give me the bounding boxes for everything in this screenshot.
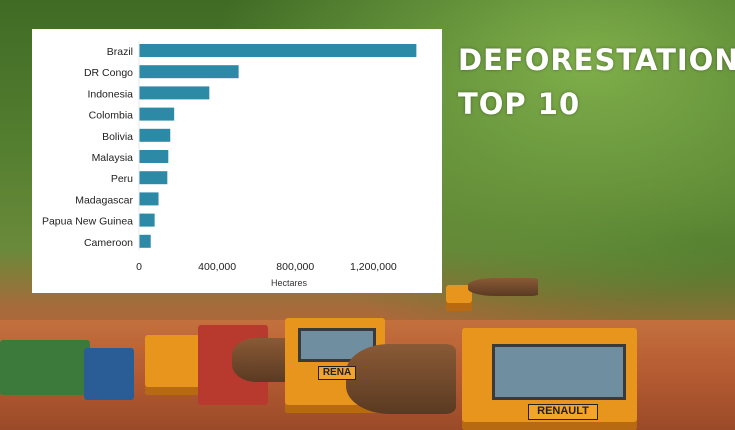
logging-truck-distant bbox=[446, 285, 472, 311]
category-label: Bolivia bbox=[102, 131, 133, 143]
truck-brand-plate-side: RENA bbox=[318, 366, 356, 380]
category-label: Peru bbox=[111, 173, 133, 185]
bar-madagascar bbox=[139, 192, 159, 206]
category-label: Colombia bbox=[89, 110, 134, 122]
category-label: Indonesia bbox=[87, 88, 133, 100]
x-tick-label: 400,000 bbox=[198, 261, 236, 273]
bar-malaysia bbox=[139, 150, 169, 163]
logging-truck-blue-cab bbox=[84, 348, 134, 400]
x-tick-label: 0 bbox=[136, 261, 142, 273]
x-axis-label: Hectares bbox=[271, 278, 308, 288]
log-load-distant bbox=[468, 278, 538, 296]
category-label: Cameroon bbox=[84, 237, 133, 249]
truck-windshield-front bbox=[492, 344, 626, 400]
bar-indonesia bbox=[139, 86, 210, 100]
logging-truck-green bbox=[0, 340, 90, 395]
headline: DEFORESTATION TOP 10 bbox=[458, 38, 735, 126]
bar-brazil bbox=[139, 44, 417, 57]
bar-cameroon bbox=[139, 234, 151, 248]
deforestation-bar-chart: Brazil DR Congo Indonesia Colombia Bolivia Ma… bbox=[42, 41, 417, 288]
bar-bolivia bbox=[139, 128, 171, 142]
x-tick-label: 800,000 bbox=[276, 261, 314, 273]
bar-peru bbox=[139, 171, 168, 185]
category-label: Papua New Guinea bbox=[42, 216, 133, 228]
log-load-center bbox=[346, 344, 456, 414]
bar-dr-congo bbox=[139, 65, 239, 79]
category-label: Malaysia bbox=[92, 152, 134, 164]
bar-papua-new-guinea bbox=[139, 213, 155, 227]
x-tick-labels-layer: 0 400,000 800,000 1,200,000 bbox=[136, 261, 397, 273]
category-labels-layer: Brazil DR Congo Indonesia Colombia Bolivia Ma… bbox=[42, 46, 134, 249]
chart-panel: Brazil DR Congo Indonesia Colombia Bolivia Ma… bbox=[32, 29, 442, 293]
category-label: Madagascar bbox=[75, 194, 133, 206]
category-label: Brazil bbox=[107, 46, 133, 58]
logging-truck-mid-left bbox=[145, 335, 200, 395]
headline-line-2: TOP 10 bbox=[458, 87, 581, 121]
category-label: DR Congo bbox=[84, 67, 133, 79]
x-tick-label: 1,200,000 bbox=[350, 261, 397, 273]
log-load-mid bbox=[232, 338, 292, 382]
bar-colombia bbox=[139, 107, 175, 121]
bars-layer bbox=[139, 44, 417, 248]
truck-brand-plate-front: RENAULT bbox=[528, 404, 598, 420]
headline-line-1: DEFORESTATION bbox=[458, 43, 735, 77]
